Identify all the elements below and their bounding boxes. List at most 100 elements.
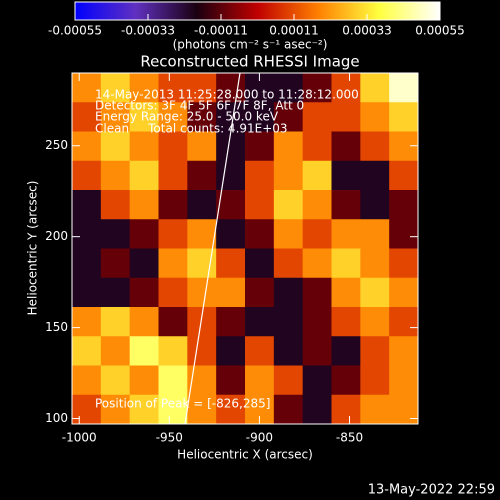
heatmap-cell	[216, 219, 246, 249]
heatmap-cell	[100, 336, 131, 366]
x-tick-label: -1000	[62, 431, 97, 445]
annotation: Energy Range: 25.0 - 50.0 keV	[95, 110, 279, 124]
y-axis-label: Heliocentric Y (arcsec)	[26, 181, 40, 316]
heatmap-cell	[158, 160, 188, 191]
heatmap-cell	[100, 248, 131, 279]
heatmap-cell	[216, 307, 246, 337]
heatmap-cell	[187, 190, 217, 220]
colorbar-tick-label: 0.00033	[342, 24, 392, 38]
heatmap-cell	[129, 307, 159, 337]
heatmap-cell	[100, 160, 131, 191]
heatmap-cell	[129, 277, 159, 308]
heatmap-cell	[216, 131, 246, 162]
heatmap-cell	[187, 131, 217, 162]
heatmap-cell	[187, 73, 217, 103]
heatmap-cell	[389, 102, 419, 132]
heatmap-cell	[360, 190, 390, 220]
heatmap-cell	[187, 307, 217, 337]
heatmap-cell	[360, 102, 390, 132]
heatmap-cell	[245, 190, 275, 220]
heatmap-cell	[389, 307, 419, 337]
heatmap-cell	[129, 365, 159, 396]
colorbar-tick-label: -0.00055	[48, 24, 102, 38]
heatmap-cell	[158, 248, 188, 279]
heatmap-cell	[216, 394, 246, 425]
heatmap-cell	[187, 102, 217, 132]
heatmap-cell	[72, 190, 102, 220]
heatmap-cell	[245, 336, 275, 366]
heatmap-cell	[158, 131, 188, 162]
heatmap-cell	[360, 365, 390, 396]
timestamp: 13-May-2022 22:59	[368, 483, 495, 498]
heatmap-cell	[245, 277, 275, 308]
heatmap-cell	[273, 248, 304, 279]
heatmap-cell	[331, 160, 361, 191]
heatmap	[72, 73, 419, 425]
heatmap-cell	[245, 102, 275, 132]
heatmap-cell	[72, 307, 102, 337]
heatmap-cell	[302, 394, 332, 425]
colorbar-label: (photons cm⁻² s⁻¹ asec⁻²)	[173, 38, 328, 52]
heatmap-cell	[187, 277, 217, 308]
heatmap-cell	[389, 190, 419, 220]
heatmap-cell	[100, 73, 131, 103]
heatmap-cell	[158, 190, 188, 220]
heatmap-cell	[360, 277, 390, 308]
colorbar-tick-label: -0.00033	[121, 24, 175, 38]
y-tick-label: 250	[45, 138, 68, 152]
heatmap-cell	[273, 73, 304, 103]
heatmap-cell	[100, 131, 131, 162]
x-tick-label: -850	[336, 431, 363, 445]
heatmap-cell	[302, 160, 332, 191]
heatmap-cell	[129, 190, 159, 220]
heatmap-cell	[389, 365, 419, 396]
heatmap-cell	[389, 394, 419, 425]
heatmap-cell	[187, 219, 217, 249]
heatmap-cell	[331, 277, 361, 308]
heatmap-cell	[273, 160, 304, 191]
heatmap-cell	[158, 277, 188, 308]
heatmap-cell	[273, 277, 304, 308]
heatmap-cell	[72, 277, 102, 308]
heatmap-cell	[100, 394, 131, 425]
heatmap-cell	[245, 131, 275, 162]
heatmap-cell	[72, 160, 102, 191]
heatmap-cell	[331, 102, 361, 132]
heatmap-cell	[302, 336, 332, 366]
x-tick-label: -950	[156, 431, 183, 445]
heatmap-cell	[331, 190, 361, 220]
heatmap-cell	[245, 365, 275, 396]
heatmap-cell	[100, 219, 131, 249]
heatmap-cell	[273, 394, 304, 425]
heatmap-cell	[302, 248, 332, 279]
y-tick-label: 150	[45, 320, 68, 334]
heatmap-cell	[389, 277, 419, 308]
heatmap-cell	[360, 131, 390, 162]
heatmap-cell	[245, 219, 275, 249]
heatmap-cell	[389, 160, 419, 191]
heatmap-cell	[389, 248, 419, 279]
heatmap-cell	[302, 365, 332, 396]
heatmap-cell	[389, 73, 419, 103]
heatmap-cell	[273, 307, 304, 337]
heatmap-cell	[331, 394, 361, 425]
heatmap-cell	[331, 73, 361, 103]
heatmap-cell	[100, 277, 131, 308]
heatmap-cell	[158, 336, 188, 366]
plot-frame	[71, 72, 419, 425]
colorbar	[74, 1, 441, 21]
heatmap-cell	[273, 365, 304, 396]
heatmap-cell	[100, 365, 131, 396]
heatmap-cell	[389, 131, 419, 162]
heatmap-cell	[360, 73, 390, 103]
heatmap-cell	[360, 219, 390, 249]
heatmap-cell	[72, 394, 102, 425]
chart-title: Reconstructed RHESSI Image	[140, 53, 359, 71]
y-tick-label: 100	[45, 411, 68, 425]
heatmap-cell	[129, 248, 159, 279]
heatmap-cell	[158, 219, 188, 249]
heatmap-cell	[100, 190, 131, 220]
heatmap-cell	[129, 219, 159, 249]
heatmap-cell	[100, 307, 131, 337]
